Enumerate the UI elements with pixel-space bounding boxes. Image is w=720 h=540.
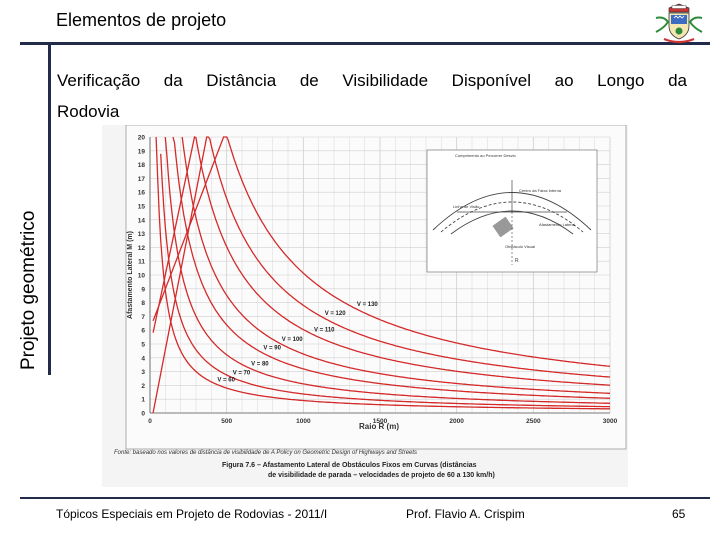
y-tick-label: 10 — [138, 273, 146, 280]
x-tick-label: 1500 — [373, 418, 388, 425]
x-tick-label: 2500 — [526, 418, 541, 425]
y-tick-label: 20 — [138, 135, 146, 142]
y-tick-label: 14 — [138, 217, 146, 224]
series-line — [160, 153, 611, 408]
y-tick-label: 19 — [138, 148, 146, 155]
x-axis-label: Raio R (m) — [359, 422, 399, 431]
x-tick-label: 0 — [148, 418, 152, 425]
footer-course-name: Tópicos Especiais em Projeto de Rodovias… — [56, 507, 328, 521]
y-tick-label: 3 — [141, 369, 145, 376]
series-label: V = 70 — [233, 370, 251, 376]
series-label: V = 130 — [357, 302, 379, 308]
footer-divider — [20, 497, 710, 499]
series-label: V = 120 — [325, 311, 347, 317]
y-tick-label: 4 — [141, 355, 145, 362]
y-tick-label: 12 — [138, 245, 146, 252]
figure-caption-line-1: Figura 7.6 – Afastamento Lateral de Obst… — [222, 462, 477, 469]
university-crest-logo — [655, 3, 703, 44]
y-tick-label: 1 — [141, 397, 145, 404]
y-tick-label: 11 — [138, 259, 145, 266]
slide-heading-line-2: Rodovia — [57, 102, 120, 121]
footer-author: Prof. Flavio A. Crispim — [406, 507, 525, 521]
series-label: V = 90 — [263, 346, 281, 352]
figure-caption-line-2: de visibilidade de parada – velocidades … — [268, 472, 495, 479]
y-tick-label: 8 — [141, 300, 145, 307]
series-line — [152, 136, 611, 413]
x-tick-label: 500 — [221, 418, 232, 425]
series-line — [155, 136, 610, 410]
y-tick-label: 5 — [141, 342, 145, 349]
slide-heading-line-1: Verificação da Distância de Visibilidade… — [57, 71, 687, 90]
y-axis-label: Afastamento Lateral M (m) — [127, 231, 134, 319]
y-tick-label: 6 — [141, 328, 145, 335]
series-line — [164, 136, 610, 404]
y-tick-label: 7 — [141, 314, 145, 321]
y-tick-label: 2 — [141, 383, 145, 390]
y-tick-label: 0 — [141, 411, 145, 418]
series-line — [181, 136, 610, 394]
inset-label-radius: R — [515, 258, 519, 264]
title-divider — [20, 42, 710, 45]
series-label: V = 100 — [282, 337, 304, 343]
figure-panel: 0 1 2 3 4 5 6 7 8 9 10 11 12 13 14 15 16 17 18 19 20 0 500 1000… — [102, 124, 628, 487]
x-tick-label: 2000 — [449, 418, 464, 425]
x-tick-label: 3000 — [603, 418, 618, 425]
series-label: V = 110 — [314, 328, 335, 334]
inset-label-lateral-clearance: Afastamento Lateral — [539, 222, 575, 227]
inset-label-obstacle: Obstáculo Visual — [505, 244, 535, 249]
side-divider — [48, 45, 51, 375]
series-label: V = 60 — [217, 377, 235, 383]
series-line — [172, 136, 611, 399]
slide-title: Elementos de projeto — [56, 10, 227, 30]
y-tick-label: 13 — [138, 231, 146, 238]
series-line — [152, 136, 611, 367]
geometry-inset: Comprimento ao Percorrer Desvio Linha de… — [426, 149, 598, 273]
y-tick-label: 18 — [138, 162, 146, 169]
page-number: 65 — [672, 507, 686, 521]
series-line — [152, 136, 611, 386]
figure-source-note: Fonte: baseado nos valores de distância … — [114, 450, 417, 456]
side-section-title: Projeto geométrico — [18, 210, 39, 370]
series-label: V = 80 — [251, 361, 269, 367]
y-tick-label: 17 — [138, 176, 146, 183]
x-tick-label: 1000 — [296, 418, 311, 425]
inset-label-inner-lane: Centro da Faixa Interna — [519, 188, 562, 193]
inset-label-path-length: Comprimento ao Percorrer Desvio — [455, 153, 516, 158]
y-tick-label: 15 — [138, 204, 146, 211]
inset-label-sight-line: Linha de Visão — [453, 204, 480, 209]
y-tick-label: 16 — [138, 190, 146, 197]
y-tick-label: 9 — [141, 286, 145, 293]
